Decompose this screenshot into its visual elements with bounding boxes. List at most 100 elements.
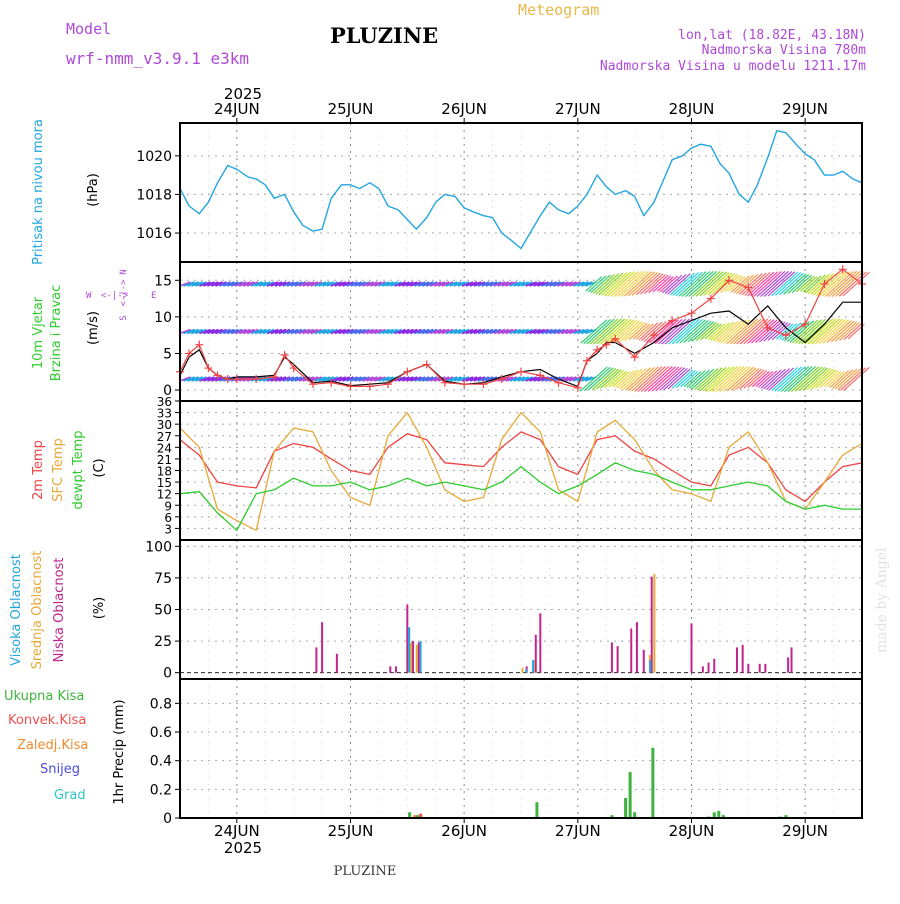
wind-barb [565,281,577,287]
wind-barb [203,376,215,382]
compass-n: N [119,269,129,274]
wind-barb [449,376,462,382]
wind-barb [390,328,402,335]
wind-barb [366,281,378,287]
wind-barb [521,376,533,382]
wind-barb [590,274,611,294]
wind-barb [421,328,434,335]
precip-label-total: Ukupna Kisa [4,689,84,704]
wind-barb [477,281,490,287]
y-tick-label: 0 [163,811,172,827]
wind-barb [195,281,207,287]
wind-gust-marker [384,380,393,389]
wind-barb [587,275,607,293]
wind-barb [561,281,573,287]
wind-barb [834,368,858,390]
wind-barb [695,322,717,341]
wind-barb [783,273,807,295]
wind-barb [183,328,195,335]
wind-barb [711,273,736,295]
wind-barb [219,281,231,287]
wind-barb [322,328,335,335]
wind-barb [417,281,430,287]
wind-gust-marker [838,265,847,274]
wind-barb [573,328,585,335]
altitude: Nadmorska Visina 780m [702,43,867,58]
y-tick-label: 5 [163,346,172,362]
wind-barb [199,281,211,287]
wind-barb [322,281,335,287]
wind-barb [600,369,622,389]
precip-label-hail: Grad [54,788,86,803]
wind-barb [413,376,426,382]
wind-barb [254,328,267,335]
wind-barb [362,281,374,287]
wind-barb [187,281,199,287]
precip-bar [651,747,655,818]
cloud-bar [394,666,397,673]
wind-barb [743,318,772,345]
wind-barb [591,367,617,391]
wind-barb [579,366,608,392]
wind-barb [729,318,758,345]
wind-barb [826,320,852,343]
wind-barb [378,376,390,382]
wind-barb [805,274,826,294]
wind-gust-marker [602,340,611,349]
wind-barb [736,273,759,294]
wind-barb [741,272,767,296]
wind-barb [394,376,406,382]
wind-barb [664,273,687,294]
wind-barb [350,281,362,287]
wind-barb [513,281,526,287]
wind-gust-marker [763,323,772,332]
precip-label-freezing: Zaledj.Kisa [17,738,88,753]
wind-barb [406,328,418,335]
wind-barb [441,281,454,287]
wind-barb [598,272,624,296]
precip-bar [535,802,539,818]
wind-barb [565,376,577,382]
wind-barb [631,366,659,392]
day-label-bottom: 29JUN [782,822,828,840]
wind-barb [699,271,727,297]
wind-barb [824,271,854,297]
wind-barb [580,319,608,344]
cloud-bar [419,641,422,673]
wind-barb [601,272,628,296]
wind-barb [583,318,612,345]
wind-barb [242,328,255,335]
wind-barb [310,328,323,335]
wind-barb [664,318,694,345]
wind-barb [402,328,414,335]
wind-barb [191,328,203,335]
wind-barb [613,270,643,297]
wind-barb [815,369,837,389]
wind-barb [445,281,458,287]
wind-barb [627,271,656,297]
wind-barb [334,328,346,335]
wind-barb [681,271,711,297]
wind-barb [818,319,847,344]
wind-barb [581,328,593,335]
wind-barb [703,272,730,296]
panel-frame [179,400,863,541]
cloud-bar [701,666,704,673]
wind-barb [513,376,526,382]
wind-barb [565,328,577,335]
wind-barb [760,270,789,297]
wind-barb [215,281,227,287]
wind-barb [238,328,251,335]
wind-barb [402,281,414,287]
wind-barb [429,281,442,287]
temp-side-label-2: SFC Temp [51,438,66,502]
wind-barb [390,281,402,287]
wind-barb [509,328,522,335]
cloud-bar [707,662,710,673]
wind-barb [187,328,199,335]
wind-barb [517,281,529,287]
wind-barb [700,322,720,341]
y-tick-label: 75 [154,571,172,587]
wind-barb [227,281,239,287]
wind-barb [306,281,319,287]
